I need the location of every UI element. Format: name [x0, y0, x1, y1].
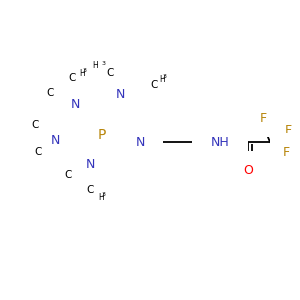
Text: O: O	[243, 164, 253, 176]
Text: N: N	[135, 136, 145, 148]
Text: C: C	[31, 120, 39, 130]
Text: 3: 3	[46, 87, 50, 93]
Text: P: P	[98, 128, 106, 142]
Text: C: C	[86, 185, 94, 195]
Text: H: H	[55, 170, 61, 179]
Text: 3: 3	[102, 192, 106, 197]
Text: 3: 3	[31, 119, 35, 125]
Text: N: N	[115, 88, 125, 101]
Text: 3: 3	[83, 68, 87, 73]
Text: C: C	[106, 68, 114, 78]
Text: H: H	[98, 193, 104, 202]
Text: C: C	[150, 80, 158, 90]
Text: H: H	[79, 68, 85, 77]
Text: F: F	[260, 112, 267, 124]
Text: N: N	[50, 134, 60, 146]
Text: 3: 3	[34, 146, 38, 152]
Text: F: F	[284, 124, 292, 136]
Text: C: C	[34, 147, 42, 157]
Text: 3: 3	[163, 74, 167, 79]
Text: H: H	[159, 74, 165, 83]
Text: H: H	[22, 121, 28, 130]
Text: NH: NH	[211, 136, 230, 148]
Text: C: C	[46, 88, 54, 98]
Text: H: H	[25, 148, 31, 157]
Text: F: F	[282, 146, 290, 158]
Text: C: C	[68, 73, 76, 83]
Text: N: N	[85, 158, 95, 172]
Text: 3: 3	[102, 61, 106, 66]
Text: 3: 3	[64, 169, 68, 175]
Text: N: N	[70, 98, 80, 112]
Text: H: H	[92, 61, 98, 70]
Text: C: C	[64, 170, 72, 180]
Text: H: H	[37, 88, 43, 98]
